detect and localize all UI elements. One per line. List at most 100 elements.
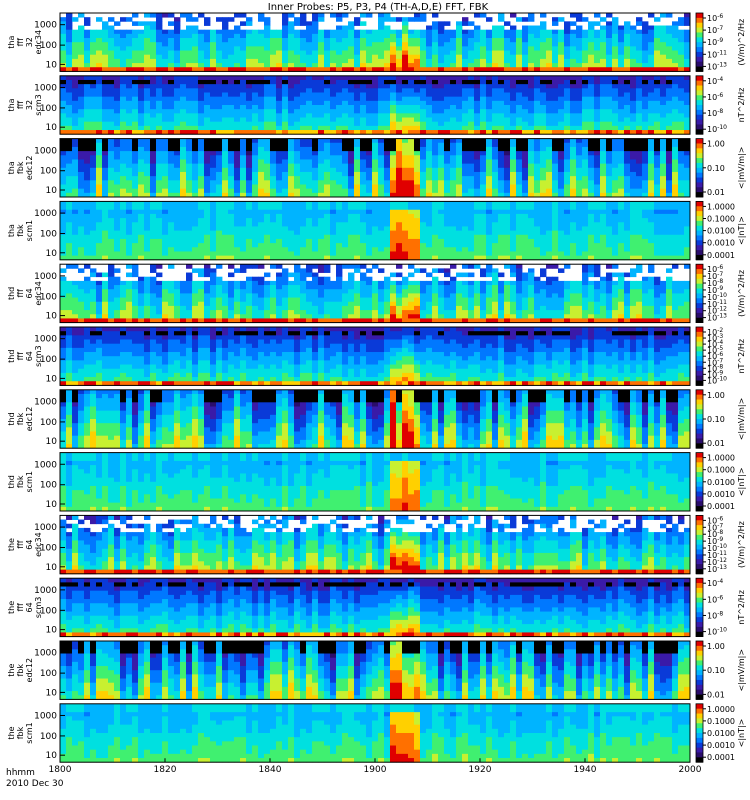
spectrogram-cell	[294, 92, 301, 98]
spectrogram-cell	[138, 159, 145, 165]
spectrogram-cell	[276, 79, 283, 85]
spectrogram-cell	[336, 75, 343, 81]
spectrogram-cell	[612, 29, 619, 35]
spectrogram-cell	[474, 184, 481, 190]
spectrogram-cell	[78, 192, 85, 198]
spectrogram-cell	[486, 188, 493, 194]
spectrogram-cell	[564, 63, 571, 68]
spectrogram-cell	[198, 209, 205, 215]
spectrogram-cell	[258, 58, 265, 64]
spectrogram-cell	[120, 222, 127, 227]
spectrogram-cell	[276, 109, 283, 114]
spectrogram-cell	[96, 155, 103, 160]
spectrogram-cell	[264, 84, 271, 89]
spectrogram-cell	[138, 38, 145, 43]
spectrogram-cell	[252, 42, 259, 47]
spectrogram-cell	[198, 146, 205, 152]
spectrogram-cell	[432, 163, 439, 169]
spectrogram-cell	[450, 46, 457, 51]
spectrogram-cell	[204, 75, 211, 81]
spectrogram-cell	[138, 163, 145, 169]
spectrogram-cell	[174, 176, 181, 181]
spectrogram-cell	[558, 184, 565, 190]
spectrogram-cell	[204, 142, 211, 148]
spectrogram-cell	[204, 117, 211, 123]
spectrogram-cell	[90, 226, 97, 231]
panel-label-line: tha	[7, 161, 16, 174]
spectrogram-cell	[552, 17, 559, 22]
spectrogram-cell	[576, 109, 583, 114]
spectrogram-cell	[378, 192, 385, 198]
spectrogram-cell	[336, 201, 343, 206]
spectrogram-cell	[648, 50, 655, 56]
spectrogram-cell	[210, 50, 217, 56]
spectrogram-cell	[672, 105, 679, 110]
spectrogram-cell	[414, 125, 421, 131]
spectrogram-cell	[594, 46, 601, 51]
spectrogram-cell	[198, 33, 205, 39]
spectrogram-cell	[90, 205, 97, 211]
spectrogram-cell	[438, 171, 445, 177]
spectrogram-cell	[492, 100, 499, 106]
spectrogram-cell	[300, 238, 307, 244]
spectrogram-cell	[198, 109, 205, 114]
spectrogram-cell	[168, 88, 175, 93]
spectrogram-cell	[318, 58, 325, 64]
spectrogram-cell	[312, 109, 319, 114]
spectrogram-cell	[96, 222, 103, 227]
spectrogram-cell	[444, 117, 451, 123]
spectrogram-cell	[486, 176, 493, 181]
spectrogram-cell	[90, 201, 97, 206]
spectrogram-cell	[102, 113, 109, 118]
spectrogram-cell	[378, 50, 385, 56]
spectrogram-cell	[258, 209, 265, 215]
spectrogram-cell	[624, 84, 631, 89]
spectrogram-cell	[582, 58, 589, 64]
spectrogram-cell	[642, 92, 649, 98]
spectrogram-cell	[630, 29, 637, 35]
spectrogram-cell	[210, 63, 217, 68]
spectrogram-cell	[414, 54, 421, 60]
spectrogram-cell	[288, 125, 295, 131]
spectrogram-cell	[60, 63, 67, 68]
spectrogram-cell	[300, 21, 307, 26]
spectrogram-cell	[360, 130, 367, 135]
spectrogram-cell	[174, 159, 181, 165]
spectrogram-cell	[390, 96, 397, 102]
spectrogram-cell	[126, 184, 133, 190]
spectrogram-cell	[360, 163, 367, 169]
spectrogram-cell	[354, 67, 361, 72]
spectrogram-cell	[96, 84, 103, 89]
spectrogram-cell	[306, 113, 313, 118]
spectrogram-cell	[60, 167, 67, 173]
spectrogram-cell	[168, 75, 175, 81]
spectrogram-cell	[288, 96, 295, 102]
spectrogram-cell	[390, 105, 397, 110]
spectrogram-cell	[372, 84, 379, 89]
spectrogram-cell	[216, 113, 223, 118]
spectrogram-cell	[114, 109, 121, 114]
spectrogram-cell	[570, 29, 577, 35]
spectrogram-cell	[378, 142, 385, 148]
spectrogram-cell	[234, 188, 241, 194]
spectrogram-cell	[666, 92, 673, 98]
spectrogram-cell	[324, 222, 331, 227]
spectrogram-cell	[672, 113, 679, 118]
spectrogram-cell	[402, 155, 409, 160]
spectrogram-cell	[666, 130, 673, 135]
spectrogram-cell	[390, 79, 397, 85]
spectrogram-cell	[240, 21, 247, 26]
spectrogram-cell	[108, 167, 115, 173]
spectrogram-cell	[180, 121, 187, 127]
spectrogram-cell	[624, 188, 631, 194]
spectrogram-cell	[192, 63, 199, 68]
spectrogram-cell	[240, 38, 247, 43]
spectrogram-cell	[336, 163, 343, 169]
spectrogram-cell	[162, 130, 169, 135]
spectrogram-cell	[600, 142, 607, 148]
spectrogram-cell	[402, 146, 409, 152]
spectrogram-cell	[318, 29, 325, 35]
spectrogram-cell	[372, 38, 379, 43]
spectrogram-cell	[588, 176, 595, 181]
spectrogram-cell	[144, 58, 151, 64]
